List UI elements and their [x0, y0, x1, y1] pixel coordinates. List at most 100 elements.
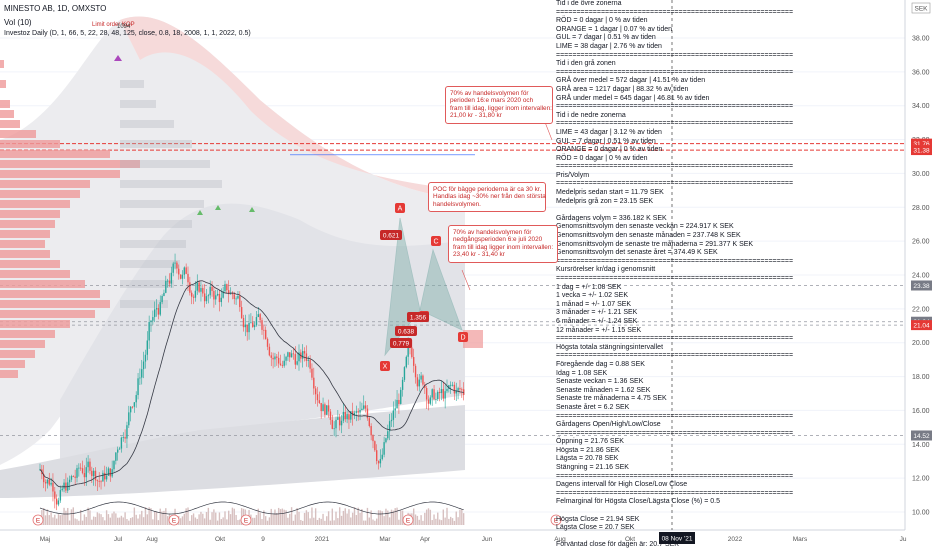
currency-box[interactable]: [911, 2, 931, 14]
candle-body: [146, 340, 148, 355]
volume-bar: [68, 520, 71, 525]
candle-body: [374, 441, 376, 451]
event-marker[interactable]: [240, 514, 252, 526]
candle-body: [166, 280, 169, 282]
event-marker[interactable]: [550, 514, 562, 526]
volume-bar: [342, 510, 345, 525]
stats-line: Högsta totala stängningsintervallet: [556, 343, 664, 351]
note-poc[interactable]: POC för bägge perioderna är ca 30 kr. Han…: [428, 182, 546, 213]
volume-bar: [400, 510, 402, 525]
volume-bar: [274, 509, 276, 525]
volume-indicator-label[interactable]: Vol (10): [4, 18, 32, 27]
volume-bar: [305, 510, 308, 525]
candle-body: [113, 460, 115, 470]
stats-line: Tid i de övre zonerna: [556, 0, 622, 7]
volume-bar: [46, 509, 49, 525]
volume-bar: [388, 517, 391, 525]
volume-bar: [420, 515, 422, 525]
time-tick-label: Aug: [146, 536, 158, 543]
symbol-title[interactable]: MINESTO AB, 1D, OMXSTO: [4, 4, 107, 13]
volume-bar: [211, 512, 213, 525]
moving-average-line: [39, 280, 464, 488]
candle-body: [340, 420, 343, 426]
pattern-label: C: [433, 239, 438, 246]
candle-body: [257, 314, 259, 318]
volume-bar: [252, 517, 254, 525]
time-tick-label: Maj: [40, 536, 50, 543]
candle-body: [122, 437, 124, 438]
pattern-point-x[interactable]: [380, 361, 390, 371]
candle-body: [50, 482, 52, 485]
candle-body: [314, 388, 317, 395]
price-tick-label: 18.00: [912, 374, 930, 381]
candle-body: [253, 325, 256, 328]
candle-body: [244, 324, 247, 328]
volume-bar: [368, 517, 370, 525]
pattern-label: D: [460, 335, 465, 342]
price-tick-label: 30.00: [912, 171, 930, 178]
candle-body: [302, 351, 304, 359]
volume-bar: [148, 507, 150, 525]
investoz-indicator-label[interactable]: Investoz Daily (D, 1, 66, 5, 22, 28, 48,…: [4, 30, 251, 37]
candle-body: [111, 469, 113, 477]
note-volume-2020[interactable]: 70% av handelsvolymen för perioden 16:e m…: [445, 86, 553, 124]
event-marker[interactable]: [32, 514, 44, 526]
volume-bar: [372, 519, 374, 525]
candle-body: [222, 291, 224, 298]
candle-body: [442, 389, 444, 399]
volume-bar: [355, 515, 358, 525]
event-marker-label: E: [406, 518, 411, 525]
candle-body: [353, 412, 356, 416]
volume-bar: [440, 520, 443, 525]
volume-bar: [259, 512, 261, 525]
volume-bar: [228, 510, 230, 525]
price-badge-label: 23.38: [913, 283, 930, 290]
note-volume-decline[interactable]: 70% av handelsvolymen för nedgångsperiode…: [448, 225, 558, 263]
volume-bar: [67, 507, 69, 525]
candle-body: [429, 397, 432, 404]
stats-line: ========================================…: [556, 472, 794, 480]
candle-body: [307, 359, 309, 361]
pattern-label: X: [383, 364, 388, 371]
volume-bar: [96, 512, 99, 525]
volume-bar: [290, 507, 293, 525]
volume-profile-bar: [0, 60, 4, 68]
pattern-point-d[interactable]: [458, 332, 468, 342]
candle-body: [281, 365, 284, 366]
event-marker[interactable]: [168, 514, 180, 526]
volume-bar: [52, 517, 54, 525]
candle-body: [289, 352, 291, 358]
candle-body: [148, 322, 150, 341]
volume-bar: [296, 508, 298, 525]
volume-bar: [329, 520, 332, 525]
candle-body: [361, 408, 363, 410]
volume-bar: [448, 518, 450, 525]
volume-bar: [203, 518, 206, 525]
candle-body: [318, 400, 321, 403]
price-tick-label: 24.00: [912, 273, 930, 280]
price-badge-label: 14.52: [913, 433, 930, 440]
volume-bar: [131, 517, 134, 525]
volume-bar: [392, 510, 395, 525]
volume-bar: [128, 520, 130, 525]
candle-body: [128, 412, 130, 426]
candle-body: [68, 479, 71, 483]
event-marker[interactable]: [402, 514, 414, 526]
candle-body: [179, 274, 182, 279]
note-line: 70% av handelsvolymen för: [453, 229, 532, 236]
candle-body: [250, 322, 252, 324]
candle-body: [388, 421, 391, 432]
volume-bar: [383, 516, 385, 525]
stats-line: Genomsnittsvolym den senaste veckan = 22…: [556, 223, 734, 231]
stats-line: Förväntad close för dagen är: 20.7 SEK: [556, 541, 679, 549]
pattern-point-c[interactable]: [431, 236, 441, 246]
volume-profile-bar: [0, 360, 25, 368]
pattern-point-a[interactable]: [395, 203, 405, 213]
volume-bar: [451, 518, 454, 525]
volume-profile-bar-2: [120, 280, 174, 288]
candle-body: [405, 356, 407, 368]
volume-bar: [141, 510, 143, 525]
stats-line: 1 månad = +/- 1.07 SEK: [556, 300, 632, 308]
note-leader: [461, 269, 471, 291]
